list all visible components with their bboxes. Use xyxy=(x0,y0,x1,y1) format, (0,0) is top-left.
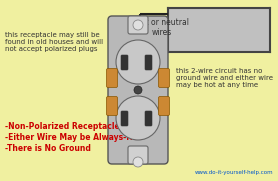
FancyBboxPatch shape xyxy=(158,96,170,115)
Circle shape xyxy=(116,40,160,84)
FancyBboxPatch shape xyxy=(128,16,148,34)
FancyBboxPatch shape xyxy=(106,96,118,115)
FancyBboxPatch shape xyxy=(106,68,118,87)
FancyBboxPatch shape xyxy=(121,111,128,126)
FancyBboxPatch shape xyxy=(128,146,148,164)
Text: this receptacle may still be
found in old houses and will
not accept polarized p: this receptacle may still be found in ol… xyxy=(5,32,103,52)
Circle shape xyxy=(133,20,143,30)
FancyBboxPatch shape xyxy=(108,16,168,164)
Text: this 2-wire circuit has no
ground wire and either wire
may be hot at any time: this 2-wire circuit has no ground wire a… xyxy=(176,68,273,88)
Text: hot or neutral
wires: hot or neutral wires xyxy=(135,18,188,37)
Text: -Non-Polarized Receptacle: -Non-Polarized Receptacle xyxy=(5,122,120,131)
FancyBboxPatch shape xyxy=(158,68,170,87)
Circle shape xyxy=(133,157,143,167)
Bar xyxy=(168,8,270,52)
Text: -Either Wire May be Always-Hot: -Either Wire May be Always-Hot xyxy=(5,133,142,142)
Text: -There is No Ground: -There is No Ground xyxy=(5,144,91,153)
FancyBboxPatch shape xyxy=(145,55,152,70)
Circle shape xyxy=(116,96,160,140)
Circle shape xyxy=(134,86,142,94)
FancyBboxPatch shape xyxy=(145,111,152,126)
FancyBboxPatch shape xyxy=(121,55,128,70)
Text: www.do-it-yourself-help.com: www.do-it-yourself-help.com xyxy=(194,170,273,175)
